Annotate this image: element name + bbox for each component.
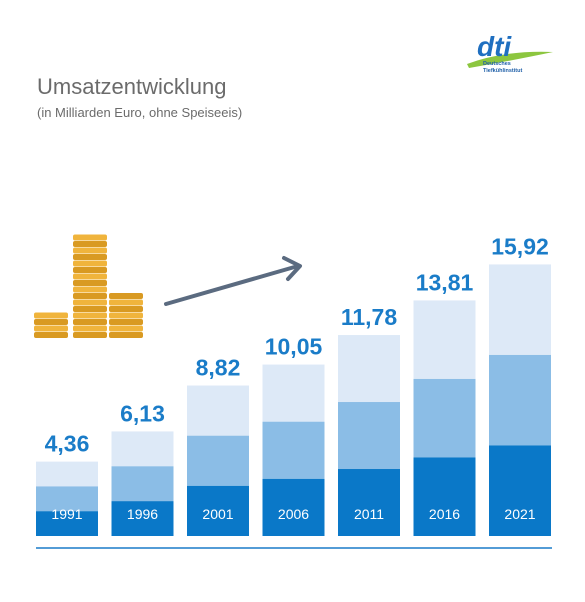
x-tick-label: 2021 (504, 506, 535, 522)
middle-stack-coin (73, 241, 107, 247)
bars-group: 1991 4,36 1996 6,13 2001 8,82 2006 10,05 2011 11,… (36, 233, 551, 536)
bar-2016-mid-segment (413, 378, 476, 458)
data-label: 15,92 (491, 233, 549, 259)
data-label: 4,36 (45, 431, 90, 457)
middle-stack-coin (73, 247, 107, 254)
svg-text:dti: dti (477, 31, 512, 62)
bar-2011-light-segment (338, 335, 400, 403)
middle-stack-coin (73, 293, 107, 299)
middle-stack-coin (73, 319, 107, 325)
upward-trend-arrow-icon (164, 256, 302, 306)
data-label: 8,82 (196, 355, 241, 381)
bar-2016-light-segment (413, 300, 476, 379)
middle-stack-coin (73, 332, 107, 338)
right-stack-coin (109, 293, 143, 299)
bar-2011-dark-segment (338, 469, 400, 536)
bar-1991-dark-segment (36, 511, 98, 536)
x-tick-label: 1991 (51, 506, 82, 522)
bar-2001-dark-segment (187, 485, 249, 536)
right-stack-coin (109, 312, 143, 319)
left-stack-coin (34, 312, 68, 319)
data-label: 10,05 (265, 334, 323, 360)
middle-stack-coin (73, 280, 107, 286)
coin-stacks-icon (34, 234, 143, 338)
middle-stack-coin (73, 299, 107, 306)
middle-stack-coin (73, 273, 107, 280)
left-stack-coin (34, 325, 68, 332)
x-tick-label: 2016 (429, 506, 460, 522)
middle-stack-coin (73, 306, 107, 312)
right-stack-coin (109, 325, 143, 332)
middle-stack-coin (73, 234, 107, 241)
left-stack-coin (34, 319, 68, 325)
bar-2021-dark-segment (489, 445, 551, 536)
x-tick-label: 1996 (127, 506, 158, 522)
bar-2001-mid-segment (187, 435, 249, 486)
bar-2011-mid-segment (338, 402, 400, 470)
bar-2006-mid-segment (262, 421, 325, 479)
chart-subtitle: (in Milliarden Euro, ohne Speiseeis) (37, 105, 243, 120)
logo-text-line1: Deutsches (483, 61, 511, 67)
right-stack-coin (109, 332, 143, 338)
bar-2016-dark-segment (413, 457, 476, 536)
bar-1996-mid-segment (111, 466, 174, 502)
right-stack-coin (109, 306, 143, 312)
x-tick-label: 2011 (354, 506, 384, 522)
middle-stack-coin (73, 260, 107, 267)
right-stack-coin (109, 299, 143, 306)
bar-1996-light-segment (111, 431, 174, 467)
bar-2006-dark-segment (262, 478, 325, 536)
data-label: 13,81 (416, 269, 474, 295)
bar-2021-mid-segment (489, 354, 551, 446)
logo-text-line2: Tiefkühlinstitut (483, 68, 523, 74)
dti-logo: dti Deutsches Tiefkühlinstitut (455, 30, 555, 85)
data-label: 6,13 (120, 400, 165, 426)
right-stack-coin (109, 319, 143, 325)
middle-stack-coin (73, 312, 107, 319)
data-label: 11,78 (341, 304, 397, 330)
bar-1991-mid-segment (36, 486, 98, 512)
bar-1991-light-segment (36, 461, 98, 487)
chart-title: Umsatzentwicklung (37, 74, 227, 99)
middle-stack-coin (73, 254, 107, 260)
x-tick-label: 2006 (278, 506, 309, 522)
middle-stack-coin (73, 267, 107, 273)
middle-stack-coin (73, 286, 107, 293)
left-stack-coin (34, 332, 68, 338)
dti-logo-mark-icon: dti (467, 31, 553, 68)
bar-1996-dark-segment (111, 501, 174, 536)
x-tick-label: 2001 (202, 506, 233, 522)
bar-2006-light-segment (262, 364, 325, 422)
middle-stack-coin (73, 325, 107, 332)
bar-2001-light-segment (187, 385, 249, 436)
bar-2021-light-segment (489, 264, 551, 355)
